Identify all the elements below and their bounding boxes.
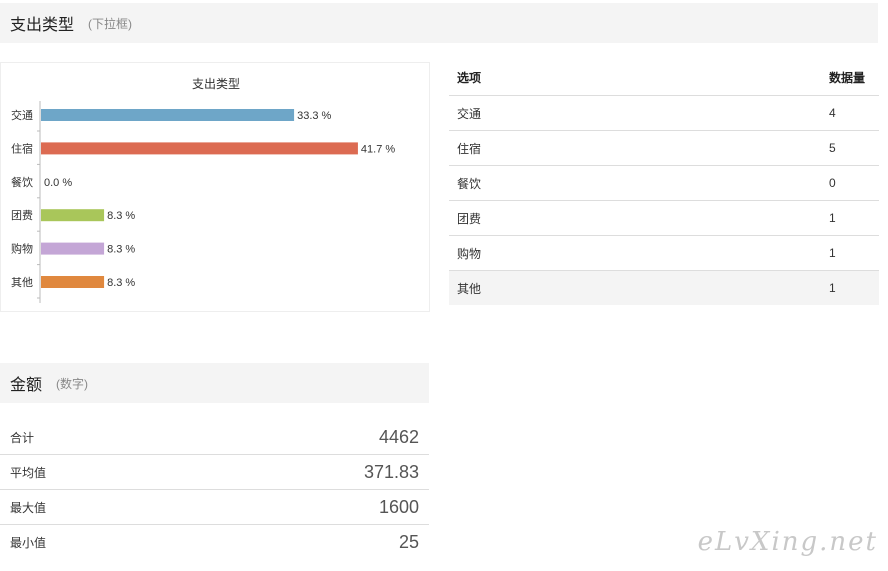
table-row: 住宿 5 (449, 130, 879, 166)
options-table: 选项 数据量 交通 4 住宿 5 餐饮 0 团费 1 购物 1 其他 1 (449, 60, 879, 305)
category-label: 交通 (11, 108, 33, 122)
option-cell: 团费 (449, 200, 821, 236)
stat-row-average: 平均值 371.83 (0, 454, 429, 490)
bar-value-label: 41.7 % (361, 143, 395, 155)
stat-row-sum: 合计 4462 (0, 420, 429, 455)
stat-value: 371.83 (183, 454, 429, 490)
bar (41, 276, 105, 288)
chart-bars: 交通 33.3 % 住宿 41.7 % 餐饮 0.0 % 团费 8.3 % 购物 8.3 % 其他 8… (11, 108, 395, 299)
expense-type-header: 支出类型 (下拉框) (0, 3, 878, 43)
expense-type-subtitle: (下拉框) (88, 16, 133, 31)
stat-value: 25 (398, 531, 419, 552)
category-label: 餐饮 (11, 175, 33, 189)
stat-label: 最大值 (0, 489, 184, 525)
stat-row-max: 最大值 1600 (0, 489, 429, 525)
bar (41, 209, 105, 222)
expense-type-title: 支出类型 (10, 17, 75, 34)
stat-label: 平均值 (0, 454, 184, 490)
bar (41, 142, 358, 155)
amount-title: 金额 (10, 377, 43, 394)
table-row: 交通 4 (449, 95, 879, 131)
table-row: 团费 1 (449, 200, 879, 236)
stat-label: 合计 (0, 420, 184, 455)
category-label: 团费 (11, 209, 33, 222)
bar-value-label: 8.3 % (107, 277, 135, 289)
bar-value-label: 8.3 % (107, 244, 135, 256)
amount-header: 金额 (数字) (0, 363, 429, 403)
bar-value-label: 8.3 % (107, 210, 135, 222)
bar-value-label: 33.3 % (297, 110, 331, 122)
bar (41, 242, 105, 255)
table-row: 餐饮 0 (449, 165, 879, 201)
amount-subtitle: (数字) (56, 376, 89, 391)
option-cell: 餐饮 (449, 165, 821, 201)
stat-value: 1600 (183, 489, 429, 525)
watermark-logo: eLvXing.net (697, 527, 878, 557)
amount-stats-table: 合计 4462 平均值 371.83 最大值 1600 最小值 25 (0, 420, 429, 559)
count-cell: 1 (821, 270, 879, 305)
option-cell: 住宿 (449, 130, 821, 166)
count-cell: 5 (821, 130, 879, 166)
count-cell: 1 (821, 200, 879, 236)
option-cell: 购物 (449, 235, 821, 271)
options-header-count: 数据量 (821, 60, 879, 96)
category-label: 其他 (11, 276, 33, 289)
count-cell: 1 (821, 235, 879, 271)
stat-row-min: 最小值 25 (0, 525, 429, 560)
count-cell: 4 (821, 95, 879, 131)
count-cell: 0 (821, 165, 879, 201)
stat-value: 4462 (183, 420, 429, 455)
table-row: 其他 1 (449, 270, 879, 305)
bar (41, 109, 295, 121)
expense-bar-chart-svg: 支出类型 交通 33.3 % 住宿 41.7 % 餐饮 0.0 % 团费 8.3 % 购物 8.3… (11, 77, 395, 303)
category-label: 购物 (11, 242, 33, 256)
options-table-header: 选项 数据量 (449, 60, 879, 96)
options-header-option: 选项 (449, 60, 821, 96)
table-row: 购物 1 (449, 235, 879, 271)
category-label: 住宿 (11, 141, 33, 155)
chart-title: 支出类型 (192, 77, 240, 91)
expense-chart: 支出类型 交通 33.3 % 住宿 41.7 % 餐饮 0.0 % 团费 8.3 % 购物 8.3… (0, 62, 430, 312)
option-cell: 其他 (449, 270, 821, 305)
option-cell: 交通 (449, 95, 821, 131)
stat-label: 最小值 (10, 535, 47, 550)
bar-value-label: 0.0 % (44, 177, 72, 189)
